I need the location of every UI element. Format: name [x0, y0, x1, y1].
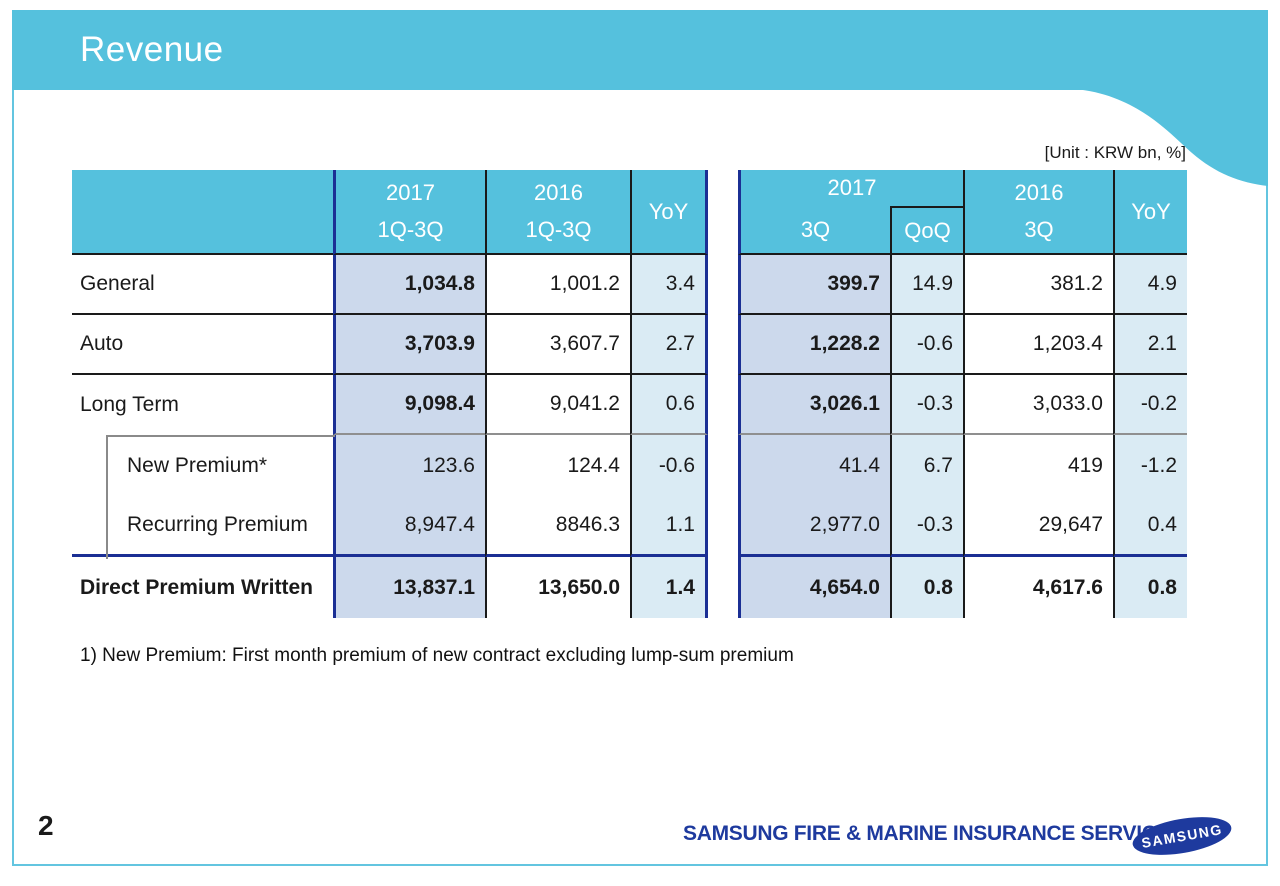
value-cell: 29,647: [963, 496, 1113, 557]
value-cell: 8,947.4: [333, 496, 485, 557]
value-cell: 6.7: [890, 435, 963, 496]
header-3q-2017: 3Q: [800, 216, 831, 242]
slide-title: Revenue: [80, 30, 224, 69]
value-cell: 3.4: [630, 255, 708, 315]
row-label: Auto: [72, 315, 333, 375]
value-cell: 1,203.4: [963, 315, 1113, 375]
header-empty-cell: [72, 170, 333, 255]
value-cell: -1.2: [1113, 435, 1187, 496]
page-number: 2: [38, 810, 54, 841]
row-label: General: [72, 255, 333, 315]
value-cell: 1,034.8: [333, 255, 485, 315]
corner-accent-shape: [1075, 89, 1268, 186]
value-cell: 4.9: [1113, 255, 1187, 315]
value-cell: 0.4: [1113, 496, 1187, 557]
header-2017: 2017: [827, 175, 877, 200]
row-label: Recurring Premium: [72, 496, 333, 557]
row-label: Direct Premium Written: [80, 575, 313, 599]
value-cell: 2.1: [1113, 315, 1187, 375]
header-year: 2016: [534, 180, 583, 205]
value-cell: 0.8: [890, 557, 963, 618]
value-cell: 9,041.2: [485, 375, 630, 435]
value-cell: 2,977.0: [738, 496, 890, 557]
slide-title-bar: [12, 10, 1268, 90]
header-yoy: YoY: [630, 170, 708, 255]
value-cell: 4,654.0: [738, 557, 890, 618]
value-cell: -0.3: [890, 375, 963, 435]
header-period: 1Q-3Q: [377, 217, 444, 242]
revenue-table-quarterly: 2017 3Q QoQ 2016 3Q YoY 399.7 14.9 381.2…: [738, 170, 1187, 618]
value-cell: 4,617.6: [963, 557, 1113, 618]
header-2016-1q3q: 2016 1Q-3Q: [485, 170, 630, 255]
value-cell: 124.4: [485, 435, 630, 496]
value-cell: 123.6: [333, 435, 485, 496]
value-cell: 1.1: [630, 496, 708, 557]
row-label: New Premium*: [127, 453, 268, 477]
value-cell: 41.4: [738, 435, 890, 496]
value-cell: 3,703.9: [333, 315, 485, 375]
value-cell: -0.6: [890, 315, 963, 375]
value-cell: 399.7: [738, 255, 890, 315]
header-year: 2016: [1014, 180, 1064, 205]
value-cell: 8846.3: [485, 496, 630, 557]
value-cell: -0.3: [890, 496, 963, 557]
header-period: 1Q-3Q: [525, 217, 592, 242]
footer-brand-text: SAMSUNG FIRE & MARINE INSURANCE SERVICE: [683, 822, 1171, 845]
value-cell: -0.6: [630, 435, 708, 496]
header-qoq: QoQ: [890, 206, 963, 253]
value-cell: 1,001.2: [485, 255, 630, 315]
header-2017-1q3q: 2017 1Q-3Q: [333, 170, 485, 255]
header-2016-3q: 2016 3Q: [963, 170, 1113, 253]
value-cell: 13,837.1: [333, 557, 485, 618]
value-cell: 14.9: [890, 255, 963, 315]
header-year: 2017: [386, 180, 435, 205]
value-cell: 3,026.1: [738, 375, 890, 435]
row-label: Long Term: [80, 393, 179, 416]
value-cell: 3,607.7: [485, 315, 630, 375]
value-cell: 3,033.0: [963, 375, 1113, 435]
value-cell: 1,228.2: [738, 315, 890, 375]
value-cell: 9,098.4: [333, 375, 485, 435]
value-cell: 419: [963, 435, 1113, 496]
revenue-table-ytd: 2017 1Q-3Q 2016 1Q-3Q YoY General 1,034.…: [72, 170, 708, 618]
header-yoy: YoY: [1113, 170, 1187, 253]
value-cell: -0.2: [1113, 375, 1187, 435]
quarterly-header: 2017 3Q QoQ 2016 3Q YoY: [738, 170, 1187, 255]
value-cell: 0.6: [630, 375, 708, 435]
footnote: 1) New Premium: First month premium of n…: [80, 645, 794, 666]
value-cell: 1.4: [630, 557, 708, 618]
value-cell: 381.2: [963, 255, 1113, 315]
header-period: 3Q: [1024, 217, 1054, 242]
value-cell: 0.8: [1113, 557, 1187, 618]
value-cell: 2.7: [630, 315, 708, 375]
value-cell: 13,650.0: [485, 557, 630, 618]
unit-label: [Unit : KRW bn, %]: [1044, 143, 1186, 162]
